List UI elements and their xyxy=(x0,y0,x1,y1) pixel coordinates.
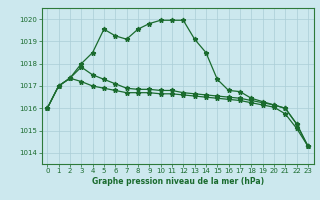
X-axis label: Graphe pression niveau de la mer (hPa): Graphe pression niveau de la mer (hPa) xyxy=(92,177,264,186)
